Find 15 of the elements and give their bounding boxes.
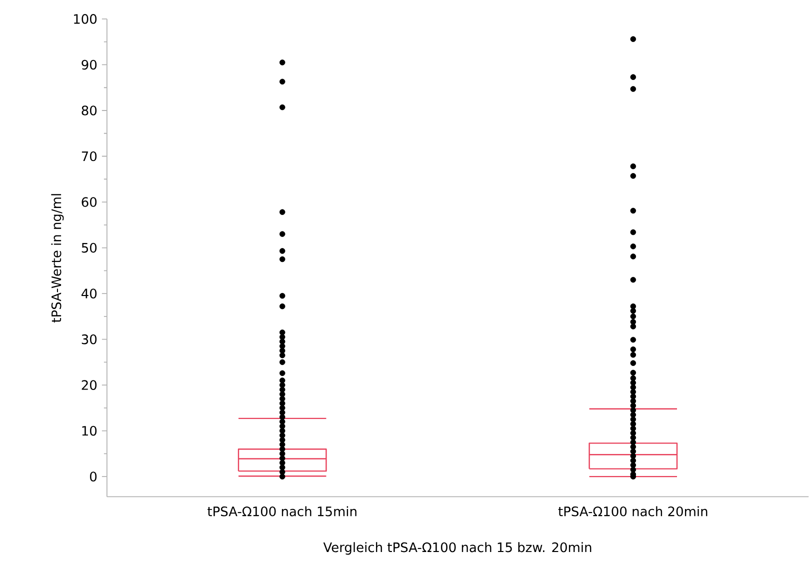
y-tick-label: 70 (82, 151, 97, 162)
x-axis-title: Vergleich tPSA-Ω100 nach 15 bzw. 20min (323, 542, 592, 555)
y-tick-label: 60 (82, 197, 97, 208)
y-tick-label: 30 (82, 334, 97, 344)
x-tick-label: tPSA-Ω100 nach 15min (208, 506, 356, 516)
y-tick-label: 100 (74, 14, 97, 24)
y-tick-label: 20 (82, 380, 97, 390)
y-tick-label: 10 (82, 426, 97, 436)
y-tick-label: 50 (82, 243, 97, 253)
x-tick-label: tPSA-Ω100 nach 20min (558, 506, 708, 516)
y-tick-label: 80 (82, 106, 97, 116)
y-tick-label: 40 (82, 288, 97, 299)
y-tick-label: 0 (90, 472, 97, 482)
y-tick-label: 90 (82, 60, 97, 70)
y-axis-title: tPSA-Werte in ng/ml (51, 194, 64, 323)
